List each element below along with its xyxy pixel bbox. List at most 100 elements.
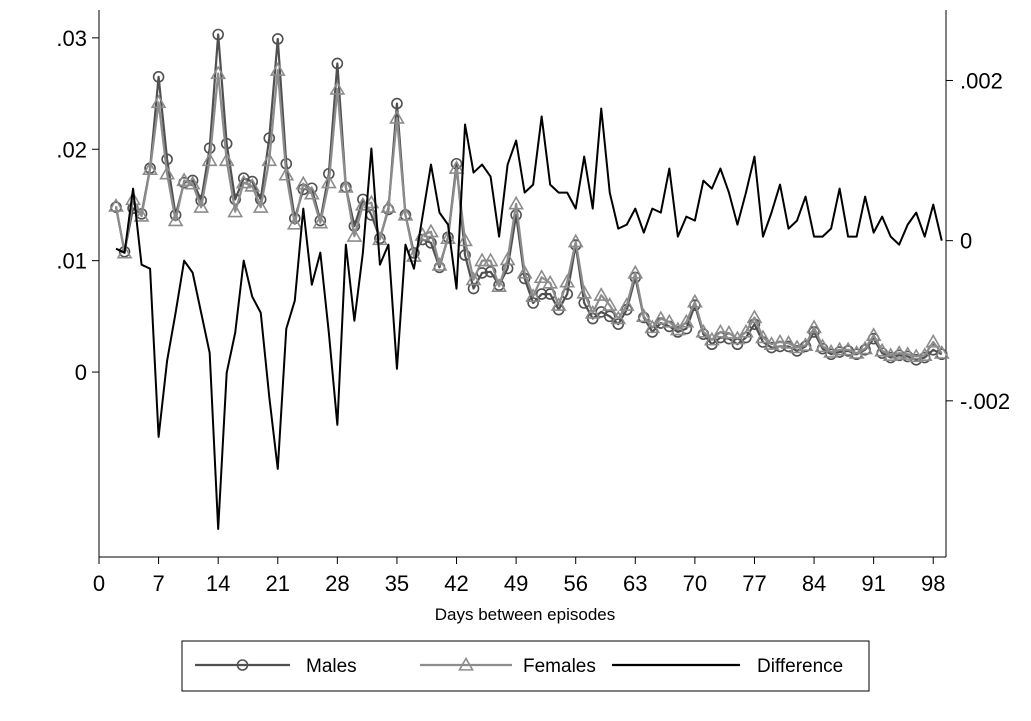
females-marker (814, 338, 831, 353)
females-marker (729, 330, 746, 345)
legend-label: Males (306, 656, 357, 677)
females-marker (312, 214, 329, 229)
right-y-tick-label: 0 (960, 229, 972, 254)
females-marker (704, 331, 720, 346)
x-tick-label: 14 (206, 571, 230, 596)
females-marker (516, 264, 533, 279)
left-y-tick-label: .02 (56, 137, 87, 162)
left-y-tick-label: .03 (56, 26, 87, 51)
females-marker (193, 199, 210, 213)
x-tick-label: 77 (742, 571, 766, 596)
females-marker (584, 304, 601, 319)
females-marker (899, 346, 916, 360)
females-marker (550, 297, 567, 311)
females-marker (133, 207, 150, 222)
legend-item-difference: Difference (612, 656, 843, 677)
females-marker (840, 341, 856, 356)
females-marker (508, 195, 524, 210)
females-marker (916, 347, 933, 362)
x-tick-label: 56 (563, 571, 587, 596)
females-marker (635, 308, 652, 323)
males-marker (331, 57, 344, 70)
females-marker (925, 333, 942, 348)
legend-item-females: Females (420, 656, 596, 677)
females-marker (542, 274, 559, 289)
males-marker (271, 33, 284, 45)
females-marker (303, 185, 320, 200)
females-marker (567, 233, 584, 248)
left-y-tick-label: .01 (56, 249, 87, 274)
females-marker (261, 152, 278, 167)
legend-box (181, 640, 870, 692)
females-marker (874, 342, 891, 357)
females-marker (712, 323, 729, 338)
females-marker (210, 65, 227, 80)
females-marker (721, 324, 737, 339)
females-marker (286, 215, 303, 230)
females-marker (806, 319, 822, 334)
males-marker (467, 282, 480, 295)
females-marker (227, 203, 244, 218)
females-marker (423, 223, 439, 238)
females-marker (201, 152, 218, 167)
females-marker (908, 348, 925, 363)
females-marker (601, 297, 618, 311)
x-tick-label: 63 (623, 571, 647, 596)
females-marker (465, 271, 482, 286)
difference-line (115, 107, 943, 530)
right-y-tick-label: -.002 (960, 389, 1010, 414)
x-tick-label: 0 (93, 571, 105, 596)
right-y-tick-label: .002 (960, 68, 1003, 93)
females-marker (235, 174, 252, 189)
legend-item-males: Males (195, 656, 357, 677)
males-marker (263, 132, 276, 144)
x-tick-label: 70 (683, 571, 707, 596)
females-marker (474, 252, 490, 267)
females-marker (610, 310, 627, 325)
females-marker (661, 313, 678, 328)
males-marker (220, 137, 233, 150)
females-marker (252, 199, 269, 213)
legend: Males Females Difference (181, 640, 870, 692)
females-marker (576, 284, 593, 299)
x-tick-label: 84 (802, 571, 826, 596)
males-marker (459, 249, 471, 261)
females-marker (652, 310, 669, 325)
females-marker (772, 333, 788, 348)
females-marker (142, 161, 158, 175)
x-tick-label: 28 (325, 571, 349, 596)
legend-label: Difference (757, 656, 843, 677)
females-marker (167, 212, 184, 227)
females-marker (448, 160, 465, 174)
females-marker (593, 287, 610, 301)
legend-label: Females (523, 656, 596, 677)
females-marker (329, 80, 346, 95)
males-marker (527, 297, 539, 309)
males-marker (603, 310, 616, 323)
females-marker (738, 323, 754, 338)
females-marker (389, 109, 405, 124)
males-marker (212, 28, 224, 41)
females-marker (125, 191, 141, 206)
left-y-tick-label: 0 (75, 360, 87, 385)
males-marker (152, 71, 165, 83)
axes: .03 .02 .01 0 .002 0 -.002 0 7 14 21 28 35 42 49 56 63 70… (56, 10, 1010, 596)
series-females (108, 62, 950, 363)
females-marker (891, 345, 908, 359)
females-marker (831, 341, 848, 356)
males-marker (484, 266, 497, 278)
males-line (114, 33, 943, 361)
females-line (114, 69, 943, 358)
legend-swatch-marker (458, 656, 474, 671)
males-marker (161, 153, 173, 166)
females-marker (406, 248, 422, 262)
x-tick-label: 98 (921, 571, 945, 596)
females-marker (372, 231, 388, 246)
females-marker (797, 337, 814, 352)
females-marker (150, 94, 167, 109)
x-tick-label: 49 (504, 571, 528, 596)
females-marker (278, 166, 295, 181)
females-marker (491, 278, 507, 292)
females-marker (755, 329, 771, 344)
